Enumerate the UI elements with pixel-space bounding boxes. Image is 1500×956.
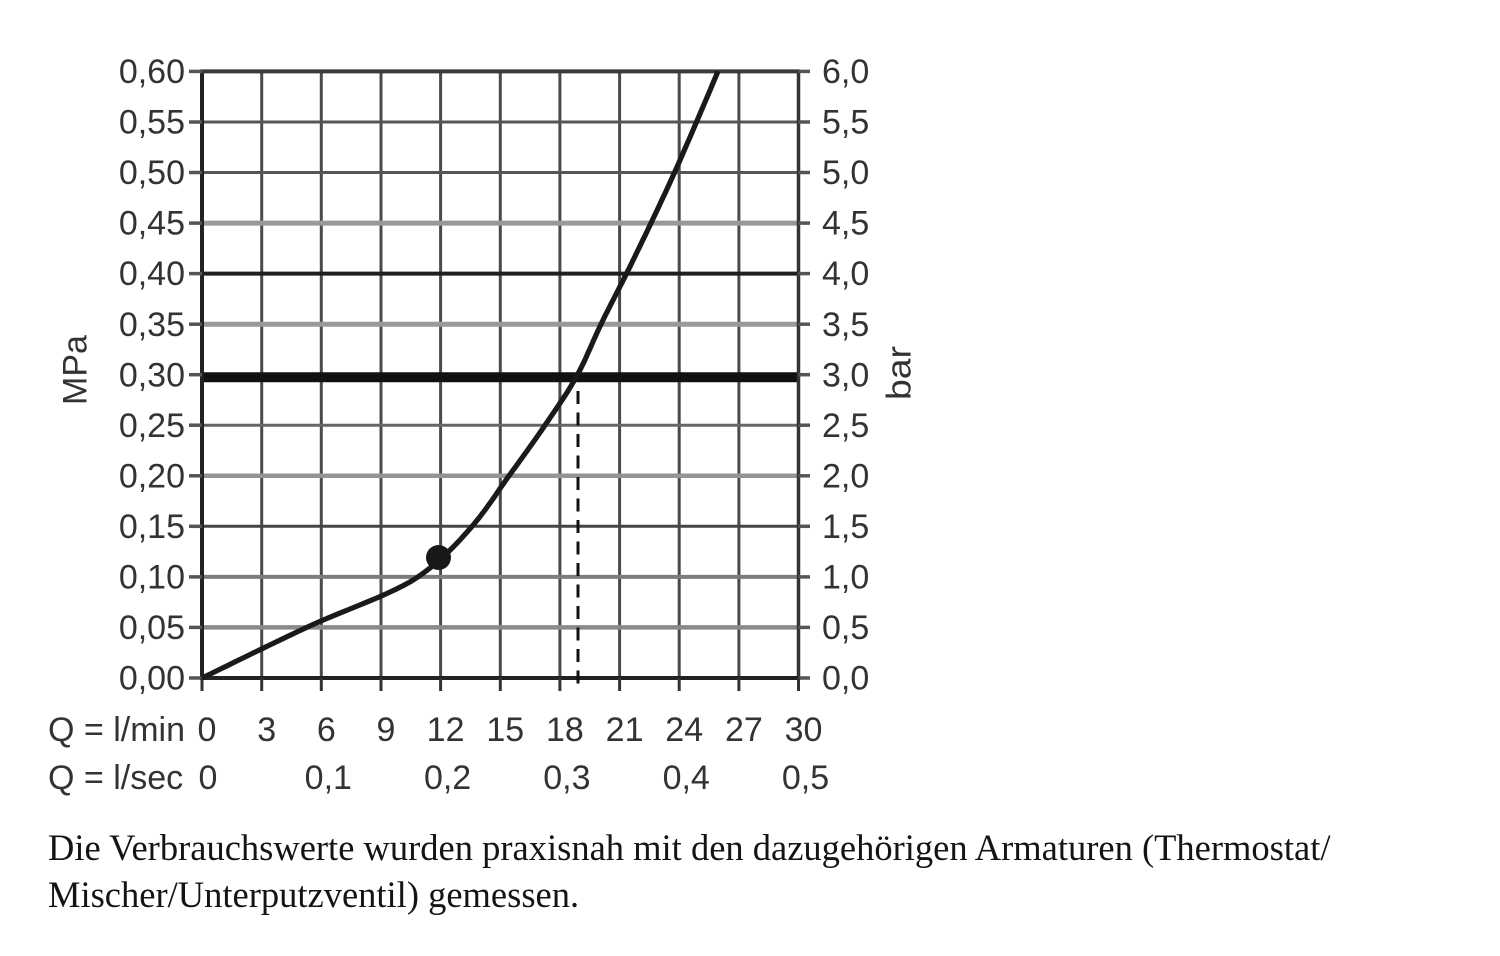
svg-text:21: 21 [606,711,644,749]
svg-text:0,20: 0,20 [119,457,185,495]
svg-text:0,5: 0,5 [822,609,869,647]
svg-text:Q = l/min: Q = l/min [48,711,185,749]
svg-text:Q = l/sec: Q = l/sec [48,759,183,797]
svg-text:0,10: 0,10 [119,559,185,597]
svg-text:1,0: 1,0 [822,559,869,597]
svg-text:0: 0 [199,759,218,797]
svg-text:0,60: 0,60 [119,53,185,91]
svg-text:30: 30 [785,711,823,749]
svg-text:4,0: 4,0 [822,255,869,293]
svg-text:1,5: 1,5 [822,508,869,546]
svg-text:15: 15 [486,711,524,749]
svg-text:9: 9 [377,711,396,749]
svg-text:0,15: 0,15 [119,508,185,546]
svg-text:3: 3 [257,711,276,749]
svg-text:5,0: 5,0 [822,154,869,192]
svg-text:MPa: MPa [57,335,95,405]
svg-text:5,5: 5,5 [822,104,869,142]
svg-text:24: 24 [665,711,703,749]
svg-text:3,5: 3,5 [822,306,869,344]
svg-text:12: 12 [427,711,465,749]
svg-text:0,45: 0,45 [119,205,185,243]
svg-text:0,40: 0,40 [119,255,185,293]
svg-text:0,35: 0,35 [119,306,185,344]
svg-text:0,4: 0,4 [663,759,710,797]
svg-text:0,50: 0,50 [119,154,185,192]
svg-text:2,5: 2,5 [822,407,869,445]
svg-text:0,5: 0,5 [782,759,829,797]
svg-text:bar: bar [881,346,919,400]
svg-text:0,0: 0,0 [822,660,869,698]
svg-text:6,0: 6,0 [822,53,869,91]
svg-text:2,0: 2,0 [822,457,869,495]
svg-text:0,05: 0,05 [119,609,185,647]
svg-text:0,2: 0,2 [424,759,471,797]
svg-text:4,5: 4,5 [822,205,869,243]
svg-text:0,25: 0,25 [119,407,185,445]
svg-text:0,55: 0,55 [119,104,185,142]
svg-text:3,0: 3,0 [822,356,869,394]
svg-text:0,30: 0,30 [119,356,185,394]
svg-text:0,3: 0,3 [543,759,590,797]
svg-text:0: 0 [198,711,217,749]
svg-text:6: 6 [317,711,336,749]
svg-text:0,00: 0,00 [119,660,185,698]
svg-text:18: 18 [546,711,584,749]
svg-text:0,1: 0,1 [305,759,352,797]
svg-text:27: 27 [725,711,763,749]
